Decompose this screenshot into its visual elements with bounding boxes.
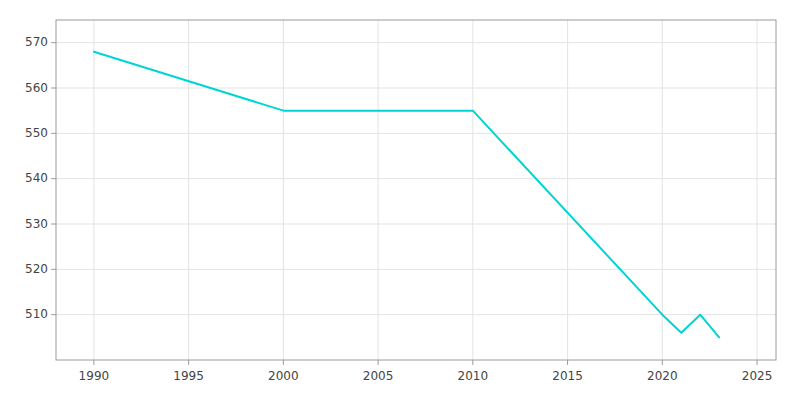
y-tick xyxy=(51,269,56,270)
y-tick-label: 510 xyxy=(25,307,48,321)
y-grid-line xyxy=(56,133,776,134)
y-tick-label: 550 xyxy=(25,126,48,140)
y-tick-label: 530 xyxy=(25,217,48,231)
y-grid-line xyxy=(56,314,776,315)
plot-frame xyxy=(56,20,776,360)
y-tick xyxy=(51,178,56,179)
data-line xyxy=(94,52,719,338)
y-tick xyxy=(51,88,56,89)
y-tick xyxy=(51,314,56,315)
grid xyxy=(56,20,776,360)
x-tick xyxy=(283,360,284,365)
x-grid-line xyxy=(93,20,94,360)
x-grid-line xyxy=(378,20,379,360)
y-tick-label: 560 xyxy=(25,81,48,95)
x-tick xyxy=(567,360,568,365)
x-tick-label: 1995 xyxy=(173,369,204,383)
x-tick-label: 2005 xyxy=(363,369,394,383)
x-grid-line xyxy=(188,20,189,360)
y-tick xyxy=(51,42,56,43)
chart-svg: 510 520 530 540 550 560 570 1990 1995 2000 2005 201… xyxy=(0,0,800,400)
x-tick-label: 2015 xyxy=(552,369,583,383)
y-tick-label: 570 xyxy=(25,35,48,49)
y-grid-line xyxy=(56,42,776,43)
x-grid-line xyxy=(472,20,473,360)
y-grid-line xyxy=(56,224,776,225)
chart-container: 510 520 530 540 550 560 570 1990 1995 2000 2005 201… xyxy=(0,0,800,400)
x-tick xyxy=(378,360,379,365)
plot-area xyxy=(94,52,719,338)
y-grid-line xyxy=(56,178,776,179)
y-tick xyxy=(51,224,56,225)
x-grid-line xyxy=(283,20,284,360)
x-tick-label: 2010 xyxy=(458,369,489,383)
x-tick xyxy=(662,360,663,365)
x-tick-label: 2000 xyxy=(268,369,299,383)
x-tick xyxy=(757,360,758,365)
y-tick xyxy=(51,133,56,134)
y-grid-line xyxy=(56,269,776,270)
x-tick xyxy=(472,360,473,365)
x-tick-label: 2025 xyxy=(742,369,773,383)
x-tick-label: 1990 xyxy=(79,369,110,383)
y-grid-line xyxy=(56,88,776,89)
x-tick xyxy=(93,360,94,365)
y-tick-label: 540 xyxy=(25,171,48,185)
x-grid-line xyxy=(662,20,663,360)
x-grid-line xyxy=(567,20,568,360)
axes: 510 520 530 540 550 560 570 1990 1995 2000 2005 201… xyxy=(25,35,772,383)
x-tick-label: 2020 xyxy=(647,369,678,383)
x-tick xyxy=(188,360,189,365)
y-tick-label: 520 xyxy=(25,262,48,276)
x-grid-line xyxy=(757,20,758,360)
